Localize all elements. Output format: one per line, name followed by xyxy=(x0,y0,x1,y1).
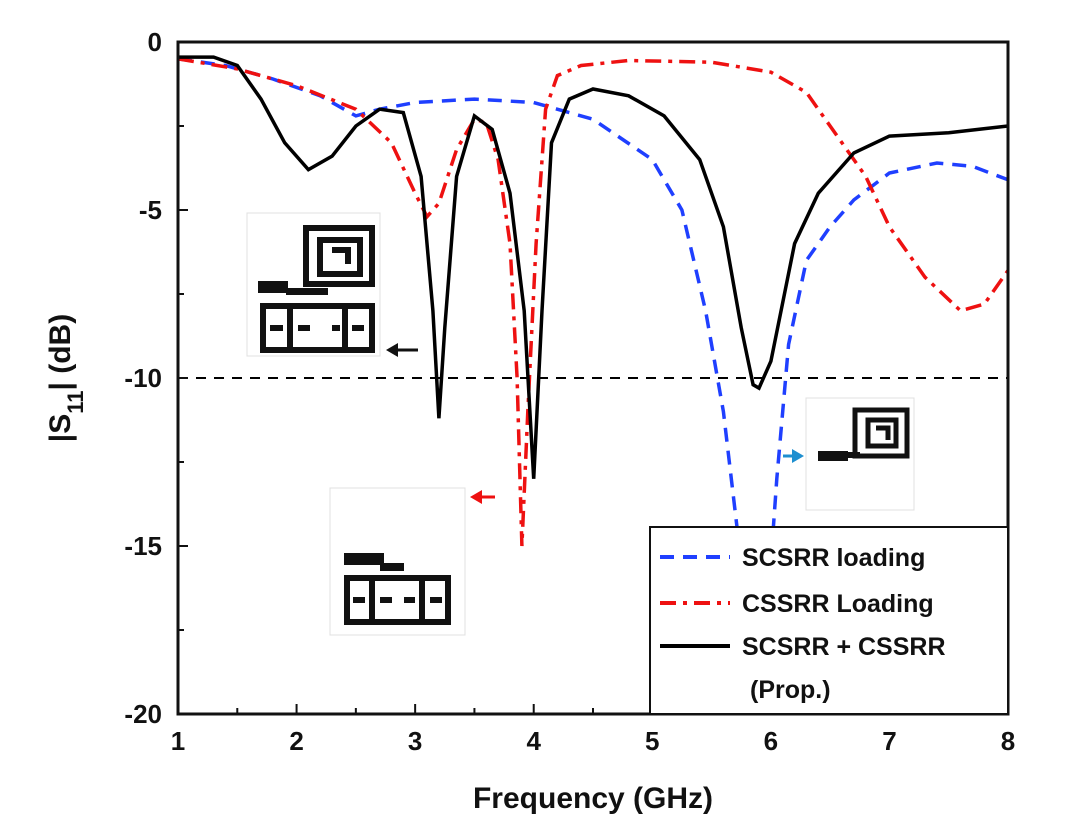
series-line-cssrr xyxy=(178,57,1008,547)
legend-label-prop: (Prop.) xyxy=(750,676,831,704)
y-axis-title: |S11| (dB) xyxy=(44,314,88,442)
y-axis-title-sub: 11 xyxy=(63,391,88,414)
x-tick-label: 8 xyxy=(1001,726,1015,756)
inset-cssrr-structure xyxy=(329,487,466,636)
x-tick-label: 5 xyxy=(645,726,659,756)
y-tick-label: -15 xyxy=(124,531,162,561)
y-tick-label: -10 xyxy=(124,363,162,393)
arrow-blue xyxy=(783,449,804,463)
x-tick-label: 6 xyxy=(764,726,778,756)
y-axis-title-rest: | (dB) xyxy=(44,314,77,391)
series-line-scsrr xyxy=(178,57,1008,698)
arrow-black xyxy=(386,343,418,357)
inset-combined-structure xyxy=(246,212,381,357)
x-axis-tick-labels: 1 2 3 4 5 6 7 8 xyxy=(171,726,1015,756)
arrow-red xyxy=(470,490,495,504)
x-tick-label: 1 xyxy=(171,726,185,756)
y-tick-label: 0 xyxy=(148,27,162,57)
x-tick-label: 2 xyxy=(289,726,303,756)
legend-label-scsrr: SCSRR loading xyxy=(742,544,925,572)
legend-label-combined: SCSRR + CSSRR xyxy=(742,633,946,661)
y-axis-title-main: |S xyxy=(44,414,77,442)
x-tick-label: 4 xyxy=(526,726,541,756)
legend-label-cssrr: CSSRR Loading xyxy=(742,590,934,618)
x-tick-label: 7 xyxy=(882,726,896,756)
x-tick-label: 3 xyxy=(408,726,422,756)
inset-scsrr-structure xyxy=(805,397,915,511)
y-tick-label: -5 xyxy=(139,195,162,225)
y-tick-label: -20 xyxy=(124,699,162,729)
legend: SCSRR loading CSSRR Loading SCSRR + CSSR… xyxy=(649,526,1009,715)
series-line-combined xyxy=(178,55,1008,479)
y-axis-tick-labels: 0 -5 -10 -15 -20 xyxy=(124,27,162,729)
x-axis-title: Frequency (GHz) xyxy=(473,782,713,815)
